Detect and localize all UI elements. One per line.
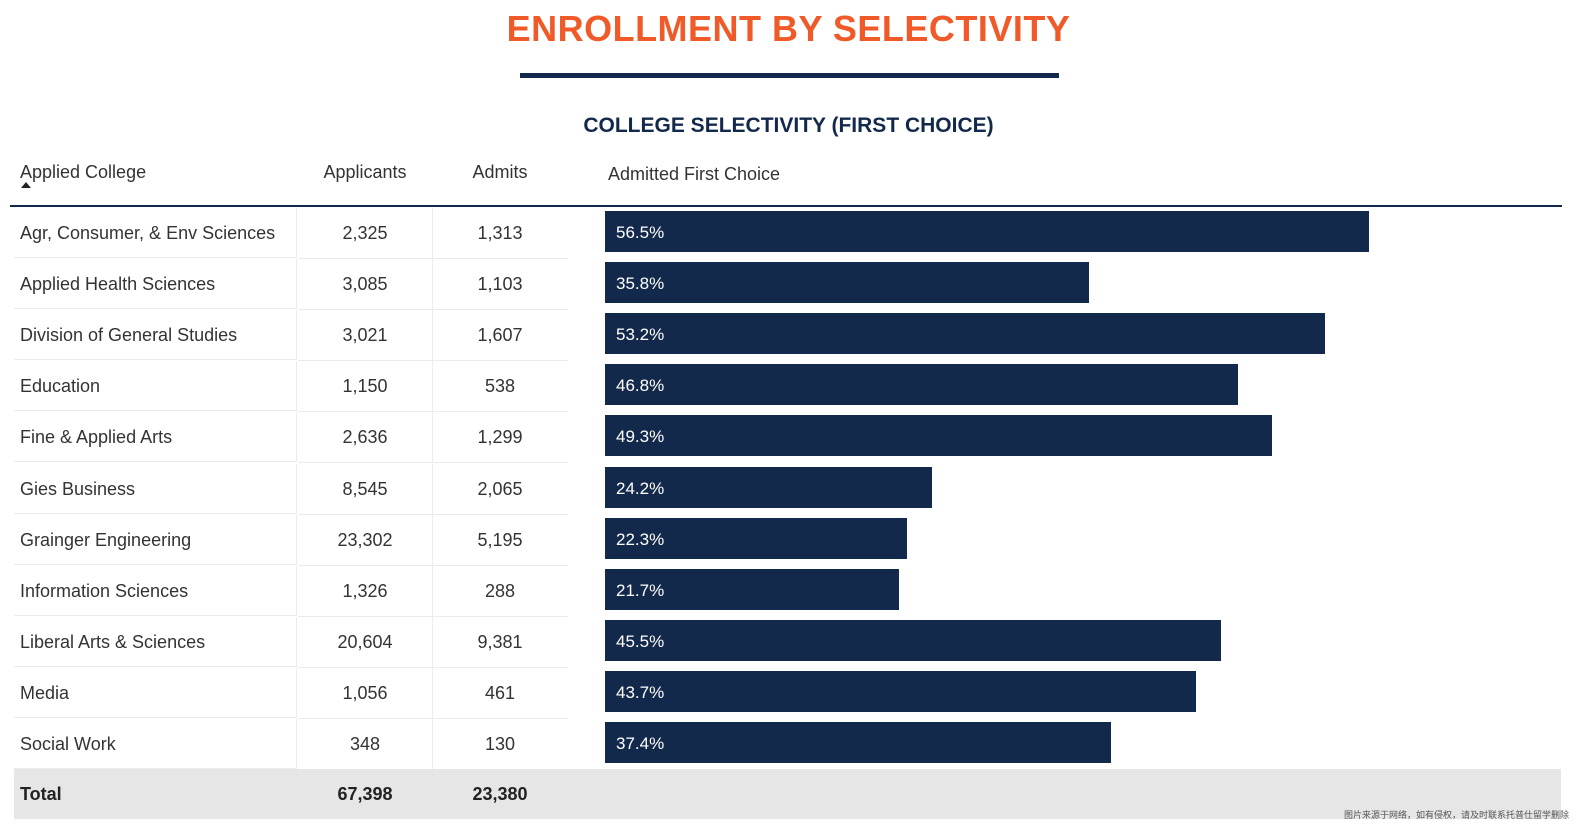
total-row: Total 67,398 23,380 <box>14 769 1561 819</box>
watermark: 图片来源于网络，如有侵权，请及时联系托普仕留学删除 <box>1343 811 1569 821</box>
applicants-value: 1,326 <box>298 565 433 617</box>
bar-admitted-first-choice[interactable]: 46.8% <box>605 364 1238 406</box>
applicants-value: 20,604 <box>298 616 433 668</box>
admits-value: 288 <box>432 566 568 617</box>
table-row[interactable]: Grainger Engineering 23,302 5,195 22.3% <box>0 514 1577 566</box>
table-row[interactable]: Media 1,056 461 43.7% <box>0 667 1577 719</box>
bar-admitted-first-choice[interactable]: 21.7% <box>605 568 899 610</box>
bar-data-label: 37.4% <box>616 734 665 753</box>
applicants-value: 2,325 <box>298 208 433 259</box>
applicants-value: 1,150 <box>298 361 433 413</box>
admits-value: 538 <box>432 361 568 413</box>
bar-admitted-first-choice[interactable]: 37.4% <box>605 722 1111 763</box>
bar-admitted-first-choice[interactable]: 35.8% <box>605 262 1089 304</box>
college-name: Liberal Arts & Sciences <box>14 616 297 667</box>
admits-value: 1,607 <box>432 310 568 362</box>
header-divider <box>10 205 1562 207</box>
admits-value: 1,313 <box>432 208 568 259</box>
column-header-admits[interactable]: Admits <box>472 162 528 182</box>
college-name: Social Work <box>14 719 297 769</box>
table-row[interactable]: Gies Business 8,545 2,065 24.2% <box>0 463 1577 515</box>
admits-value: 5,195 <box>432 515 568 566</box>
applicants-value: 1,056 <box>298 667 433 719</box>
bar-data-label: 21.7% <box>616 580 665 600</box>
college-name: Applied Health Sciences <box>14 259 297 310</box>
applicants-value: 3,021 <box>298 310 433 362</box>
table-row[interactable]: Applied Health Sciences 3,085 1,103 35.8% <box>0 259 1577 311</box>
bar-data-label: 45.5% <box>616 631 665 651</box>
college-name: Grainger Engineering <box>14 514 297 565</box>
bar-data-label: 56.5% <box>616 223 665 242</box>
college-name: Gies Business <box>14 463 297 514</box>
table-row[interactable]: Social Work 348 130 37.4% <box>0 719 1577 770</box>
table-row[interactable]: Liberal Arts & Sciences 20,604 9,381 45.5% <box>0 616 1577 668</box>
applicants-value: 23,302 <box>298 514 433 566</box>
applicants-value: 8,545 <box>298 463 433 515</box>
table-row[interactable]: Division of General Studies 3,021 1,607 53.… <box>0 310 1577 362</box>
college-name: Division of General Studies <box>14 310 297 361</box>
column-header-admitted-first-choice[interactable]: Admitted First Choice <box>608 164 781 184</box>
bar-data-label: 35.8% <box>616 274 665 294</box>
admits-value: 130 <box>432 719 568 770</box>
admits-value: 461 <box>432 668 568 719</box>
bar-data-label: 49.3% <box>616 427 665 447</box>
bar-data-label: 22.3% <box>616 529 665 549</box>
admits-value: 1,299 <box>432 412 568 464</box>
college-name: Agr, Consumer, & Env Sciences <box>14 208 297 258</box>
bar-admitted-first-choice[interactable]: 45.5% <box>605 619 1221 661</box>
college-name: Fine & Applied Arts <box>14 412 297 463</box>
bar-data-label: 43.7% <box>616 682 665 702</box>
column-header-applicants[interactable]: Applicants <box>323 162 407 182</box>
table-row[interactable]: Education 1,150 538 46.8% <box>0 361 1577 413</box>
bar-admitted-first-choice[interactable]: 49.3% <box>605 415 1272 457</box>
total-label: Total <box>20 784 62 804</box>
table-row[interactable]: Information Sciences 1,326 288 21.7% <box>0 565 1577 617</box>
bar-data-label: 53.2% <box>616 325 665 345</box>
college-name: Education <box>14 361 297 412</box>
bar-admitted-first-choice[interactable]: 43.7% <box>605 670 1196 712</box>
table-row[interactable]: Fine & Applied Arts 2,636 1,299 49.3% <box>0 412 1577 464</box>
admits-value: 1,103 <box>432 259 568 311</box>
college-name: Information Sciences <box>14 565 297 616</box>
sort-ascending-icon[interactable] <box>21 182 31 188</box>
title-divider <box>520 73 1059 78</box>
total-admits: 23,380 <box>472 784 528 804</box>
admits-value: 2,065 <box>432 464 568 515</box>
bar-admitted-first-choice[interactable]: 56.5% <box>605 211 1369 252</box>
applicants-value: 3,085 <box>298 259 433 311</box>
page-title: ENROLLMENT BY SELECTIVITY <box>506 8 1071 49</box>
applicants-value: 2,636 <box>298 412 433 464</box>
column-header-college[interactable]: Applied College <box>20 162 147 182</box>
bar-admitted-first-choice[interactable]: 53.2% <box>605 313 1325 355</box>
chart-title: COLLEGE SELECTIVITY (FIRST CHOICE) <box>583 114 994 137</box>
bar-data-label: 46.8% <box>616 376 665 396</box>
college-name: Media <box>14 667 297 718</box>
bar-admitted-first-choice[interactable]: 24.2% <box>605 466 932 508</box>
bar-admitted-first-choice[interactable]: 22.3% <box>605 517 907 559</box>
admits-value: 9,381 <box>432 617 568 668</box>
bar-data-label: 24.2% <box>616 478 665 498</box>
total-applicants: 67,398 <box>337 784 393 804</box>
table-row[interactable]: Agr, Consumer, & Env Sciences 2,325 1,313 5… <box>0 208 1577 259</box>
applicants-value: 348 <box>298 719 433 770</box>
